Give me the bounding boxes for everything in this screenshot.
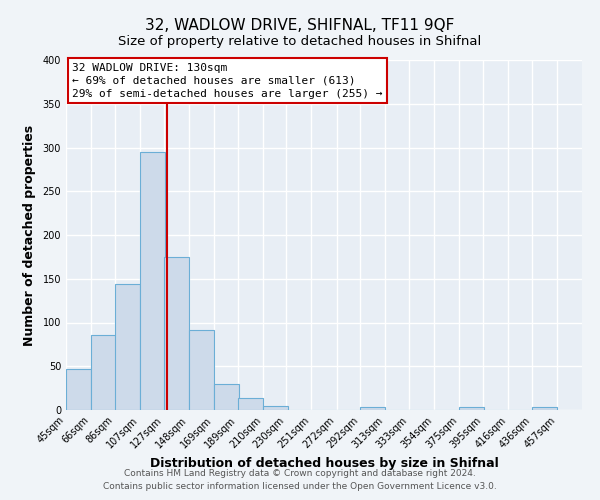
Bar [263, 406, 287, 410]
Bar [214, 384, 239, 410]
Text: Size of property relative to detached houses in Shifnal: Size of property relative to detached ho… [118, 35, 482, 48]
X-axis label: Distribution of detached houses by size in Shifnal: Distribution of detached houses by size … [149, 457, 499, 470]
Text: Contains HM Land Registry data © Crown copyright and database right 2024.
Contai: Contains HM Land Registry data © Crown c… [103, 470, 497, 491]
Bar [140, 152, 165, 410]
Y-axis label: Number of detached properties: Number of detached properties [23, 124, 35, 346]
Bar [91, 335, 116, 410]
Bar [164, 257, 189, 410]
Bar [115, 284, 140, 410]
Bar [238, 398, 263, 410]
Bar [66, 369, 91, 410]
Bar [459, 408, 484, 410]
Text: 32 WADLOW DRIVE: 130sqm
← 69% of detached houses are smaller (613)
29% of semi-d: 32 WADLOW DRIVE: 130sqm ← 69% of detache… [72, 62, 382, 99]
Bar [532, 408, 557, 410]
Text: 32, WADLOW DRIVE, SHIFNAL, TF11 9QF: 32, WADLOW DRIVE, SHIFNAL, TF11 9QF [145, 18, 455, 32]
Bar [361, 408, 385, 410]
Bar [189, 330, 214, 410]
